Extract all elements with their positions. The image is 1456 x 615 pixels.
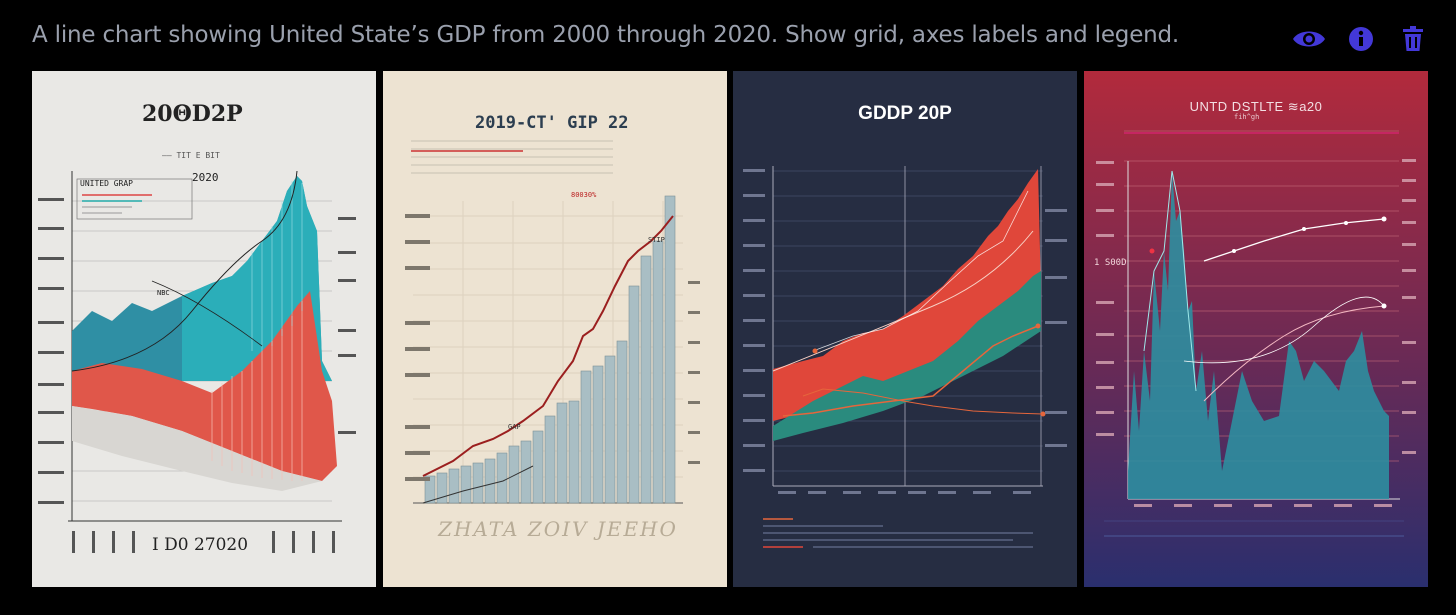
- eye-icon: [1293, 31, 1325, 47]
- prompt-text: A line chart showing United State’s GDP …: [32, 22, 1180, 48]
- info-button[interactable]: [1344, 22, 1378, 56]
- generated-image-1[interactable]: 20ΘD2P —— TIT E BIT UNITED GRAP 2020 NBC…: [32, 71, 376, 587]
- image-1-year-label: 2020: [192, 171, 219, 184]
- generated-image-2[interactable]: 2019-CT' GIP 22 80030% STIP GAP ZHATA ZO…: [383, 71, 727, 587]
- trash-icon: [1403, 26, 1423, 51]
- image-2-low-label: GAP: [508, 423, 521, 431]
- image-1-footer: I D0 27020: [152, 535, 249, 555]
- image-1-title: 20ΘD2P: [142, 101, 243, 127]
- image-1-marker-label: NBC: [157, 289, 170, 297]
- image-4-left-label: 1 S00D: [1094, 258, 1127, 268]
- image-2-title: 2019-CT' GIP 22: [475, 113, 629, 133]
- image-1-subtitle: —— TIT E BIT: [162, 151, 220, 160]
- generated-image-4[interactable]: UNTD DSTLTE ≋a20 fih^gh 1 S00D: [1084, 71, 1428, 587]
- view-button[interactable]: [1292, 22, 1326, 56]
- image-actions: [1292, 22, 1430, 56]
- info-icon: [1349, 27, 1373, 51]
- image-2-mid-label: STIP: [648, 236, 665, 244]
- image-2-footer-scribble: ZHATA ZOIV JEEHO: [438, 517, 678, 541]
- delete-button[interactable]: [1396, 22, 1430, 56]
- image-4-title: UNTD DSTLTE ≋a20: [1189, 99, 1323, 114]
- image-3-title: GDDP 20P: [858, 103, 952, 124]
- image-4-subtitle: fih^gh: [1234, 113, 1260, 121]
- image-1-legend-label: UNITED GRAP: [80, 179, 133, 188]
- image-2-annotation: 80030%: [571, 191, 597, 199]
- generated-image-3[interactable]: GDDP 20P: [733, 71, 1077, 587]
